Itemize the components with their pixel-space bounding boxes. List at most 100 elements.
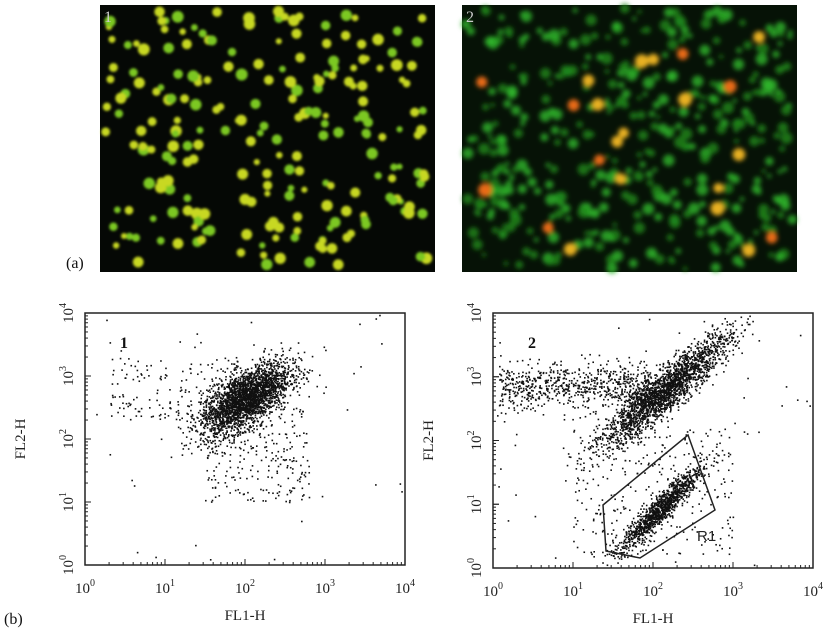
- event: [251, 375, 253, 377]
- cell: [583, 237, 593, 247]
- cell: [778, 169, 783, 174]
- event: [240, 378, 242, 380]
- cell: [787, 34, 792, 39]
- cell: [761, 91, 767, 97]
- event: [276, 471, 278, 473]
- event: [263, 414, 265, 416]
- event: [279, 491, 281, 493]
- cell: [643, 92, 648, 97]
- tick-exponent: 4: [466, 303, 477, 308]
- event: [229, 395, 231, 397]
- event: [233, 440, 235, 442]
- event: [295, 382, 297, 384]
- cell: [519, 74, 523, 78]
- cell: [328, 71, 336, 79]
- event: [225, 475, 227, 477]
- cell: [396, 126, 402, 132]
- event: [216, 432, 218, 434]
- event: [216, 450, 218, 452]
- cell: [551, 126, 559, 134]
- event: [240, 367, 242, 369]
- cell: [322, 39, 331, 48]
- event: [245, 376, 247, 378]
- event: [230, 382, 232, 384]
- event: [294, 380, 296, 382]
- event: [261, 361, 263, 363]
- event: [655, 419, 657, 421]
- cell: [366, 148, 378, 160]
- cell: [180, 94, 189, 103]
- cell: [540, 68, 551, 79]
- event: [230, 387, 232, 389]
- event: [238, 377, 240, 379]
- event: [281, 405, 283, 407]
- event: [212, 500, 214, 502]
- cell: [358, 96, 368, 106]
- event: [650, 425, 652, 427]
- event: [280, 390, 282, 392]
- event: [286, 376, 288, 378]
- event: [213, 384, 215, 386]
- event: [190, 416, 192, 418]
- cell: [199, 29, 207, 37]
- event: [248, 395, 250, 397]
- event: [264, 447, 266, 449]
- event: [268, 492, 270, 494]
- event: [307, 460, 309, 462]
- event: [231, 399, 233, 401]
- cell: [654, 213, 662, 221]
- event: [186, 379, 188, 381]
- event: [128, 358, 130, 360]
- event: [255, 384, 257, 386]
- event: [261, 460, 263, 462]
- event: [152, 416, 154, 418]
- event: [303, 432, 305, 434]
- event: [239, 416, 241, 418]
- event: [227, 398, 229, 400]
- y-tick-label: 104: [466, 303, 485, 323]
- cell: [602, 188, 611, 197]
- event: [628, 417, 630, 419]
- event: [301, 416, 303, 418]
- event: [662, 370, 664, 372]
- event: [306, 442, 308, 444]
- cell: [696, 229, 704, 237]
- cell: [304, 107, 313, 116]
- event: [641, 432, 643, 434]
- event: [221, 401, 223, 403]
- event: [237, 413, 239, 415]
- event: [296, 460, 298, 462]
- event: [159, 404, 161, 406]
- event: [293, 460, 295, 462]
- event: [220, 408, 222, 410]
- event: [137, 376, 139, 378]
- event: [155, 557, 157, 559]
- event: [278, 375, 280, 377]
- event: [212, 380, 214, 382]
- event: [123, 415, 125, 417]
- cell: [495, 166, 502, 173]
- event: [226, 486, 228, 488]
- event: [276, 402, 278, 404]
- cell: [637, 96, 642, 101]
- event: [110, 454, 112, 456]
- event: [242, 412, 244, 414]
- event: [239, 403, 241, 405]
- event: [178, 427, 180, 429]
- event: [148, 375, 150, 377]
- event: [289, 380, 291, 382]
- event: [223, 395, 225, 397]
- event: [252, 422, 254, 424]
- event: [275, 455, 277, 457]
- event: [211, 397, 213, 399]
- event: [232, 386, 234, 388]
- event: [270, 373, 272, 375]
- cell: [643, 77, 655, 89]
- event: [249, 425, 251, 427]
- event: [259, 368, 261, 370]
- event: [263, 361, 265, 363]
- event: [178, 412, 180, 414]
- event: [211, 412, 213, 414]
- cell: [527, 228, 534, 235]
- event: [160, 378, 162, 380]
